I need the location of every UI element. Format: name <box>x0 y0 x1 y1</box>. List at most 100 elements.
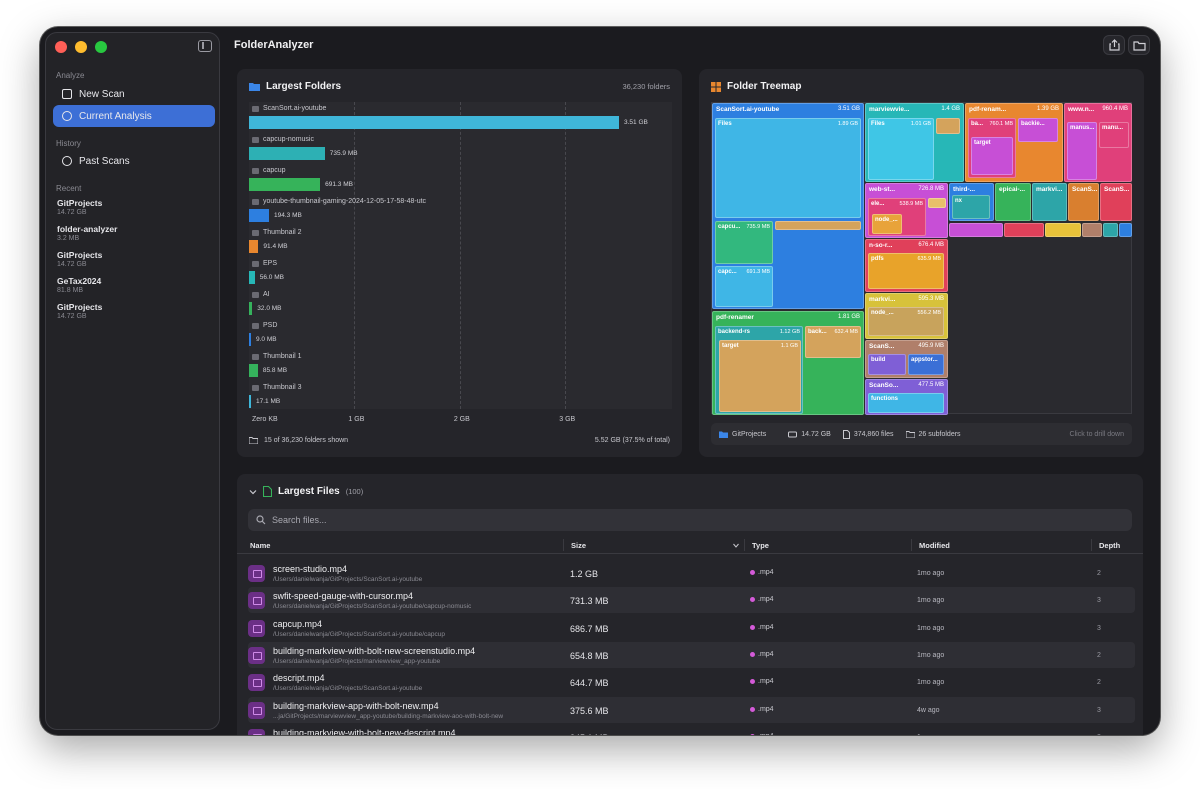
search-files-field[interactable]: Search files... <box>248 509 1132 531</box>
sidebar-item-current-analysis[interactable]: Current Analysis <box>53 105 215 127</box>
treemap-tile-nx[interactable]: nx <box>952 195 990 219</box>
treemap-tile-scansort[interactable]: ScanSort.ai-youtube 3.51 GB Files 1.89 GB … <box>712 103 864 309</box>
chevron-down-icon[interactable] <box>249 489 257 495</box>
treemap-tile-mfiles[interactable]: Files 1.01 GB <box>868 118 934 180</box>
zoom-button[interactable] <box>95 41 107 53</box>
treemap-tile-appstor[interactable]: appstor... <box>908 354 944 375</box>
treemap-tile-nsor[interactable]: n-so-r... 676.4 MB pdfs 635.9 MB <box>865 239 948 292</box>
treemap-tile-backie[interactable]: backie... <box>1018 118 1058 142</box>
bar[interactable] <box>249 240 259 253</box>
largest-files-header[interactable]: Largest Files (100) <box>249 486 363 497</box>
table-row[interactable]: building-markview-with-bolt-new-descript… <box>248 724 1135 735</box>
table-row[interactable]: swfit-speed-gauge-with-cursor.mp4/Users/… <box>248 587 1135 614</box>
file-modified: 1mo ago <box>917 597 945 605</box>
treemap-tile-small[interactable] <box>1004 223 1044 237</box>
treemap-tile-small[interactable] <box>1082 223 1102 237</box>
column-size[interactable]: Size <box>571 541 587 550</box>
sort-descending-icon[interactable] <box>733 543 739 548</box>
sidebar-item-past-scans[interactable]: Past Scans <box>53 150 215 172</box>
treemap-tile-small[interactable] <box>936 118 960 134</box>
column-type[interactable]: Type <box>752 541 769 550</box>
treemap-tile-scans4[interactable]: ScanSo... 477.5 MB functions <box>865 379 948 415</box>
treemap-tile-backend[interactable]: backend-rs 1.12 GB target 1.1 GB <box>715 326 803 414</box>
open-folder-button[interactable] <box>1128 35 1150 55</box>
sidebar-toggle-icon[interactable] <box>198 40 212 52</box>
treemap-tile-scansi2[interactable]: ScanS... <box>1100 183 1132 221</box>
treemap-tile-markvi2[interactable]: markvi... 595.3 MB node_... 556.2 MB <box>865 293 948 339</box>
treemap-tile-epicai[interactable]: epicai-... <box>995 183 1031 221</box>
treemap-tile-small[interactable] <box>949 223 1003 237</box>
treemap-tile-small[interactable] <box>1045 223 1081 237</box>
column-divider[interactable] <box>744 539 745 551</box>
treemap-tile-capcu1[interactable]: capcu... 735.9 MB <box>715 221 773 264</box>
treemap-tile-backe2[interactable]: back... 632.4 MB <box>805 326 861 358</box>
treemap-tile-pdfs[interactable]: pdfs 635.9 MB <box>868 253 944 289</box>
treemap-tile-markvi[interactable]: markvi... <box>1032 183 1067 221</box>
recent-item[interactable]: GitProjects 14.72 GB <box>57 250 102 268</box>
close-button[interactable] <box>55 41 67 53</box>
treemap-tile-manu2[interactable]: manu... <box>1099 122 1129 148</box>
column-depth[interactable]: Depth <box>1099 541 1121 550</box>
treemap-tile-manus[interactable]: manus... <box>1067 122 1097 180</box>
table-row[interactable]: building-markview-with-bolt-new-screenst… <box>248 641 1135 668</box>
table-row[interactable]: capcup.mp4/Users/danielwanja/GitProjects… <box>248 615 1135 641</box>
treemap-tile-target2[interactable]: target <box>971 137 1013 175</box>
bar[interactable] <box>249 271 255 284</box>
app-title: FolderAnalyzer <box>234 39 314 51</box>
column-divider[interactable] <box>1091 539 1092 551</box>
bar[interactable] <box>249 302 253 315</box>
treemap-tile-functions[interactable]: functions <box>868 393 944 413</box>
treemap-tile-node2[interactable]: node_... 556.2 MB <box>868 307 944 336</box>
treemap-tile-scansi[interactable]: ScanS... <box>1068 183 1099 221</box>
bar[interactable] <box>249 178 321 191</box>
bar[interactable] <box>249 147 325 160</box>
treemap-tile-webst[interactable]: web-st... 726.8 MB ele... 538.9 MB node_..… <box>865 183 948 238</box>
treemap-tile-node[interactable]: node_... <box>872 214 902 234</box>
share-button[interactable] <box>1103 35 1125 55</box>
bar[interactable] <box>249 209 269 222</box>
file-size: 644.7 MB <box>570 678 609 689</box>
bar[interactable] <box>249 395 251 408</box>
treemap-tile-marview[interactable]: marviewvie... 1.4 GB Files 1.01 GB <box>865 103 964 182</box>
treemap-tile-files[interactable]: Files 1.89 GB <box>715 118 861 218</box>
file-size: 686.7 MB <box>570 623 609 634</box>
recent-item[interactable]: folder-analyzer 3.2 MB <box>57 224 117 242</box>
recent-item[interactable]: GitProjects 14.72 GB <box>57 198 102 216</box>
treemap-tile-small[interactable] <box>1119 223 1132 237</box>
column-modified[interactable]: Modified <box>919 541 950 550</box>
column-name[interactable]: Name <box>250 541 271 550</box>
table-row[interactable]: descript.mp4/Users/danielwanja/GitProjec… <box>248 669 1135 695</box>
treemap-tile-www[interactable]: www.n... 960.4 MB manus... manu... <box>1064 103 1132 182</box>
table-row[interactable]: building-markview-app-with-bolt-new.mp4.… <box>248 696 1135 723</box>
table-row[interactable]: screen-studio.mp4/Users/danielwanja/GitP… <box>248 560 1135 586</box>
treemap-tile-scans3[interactable]: ScanS... 495.9 MB build appstor... <box>865 340 948 378</box>
treemap-tile-capcu2[interactable]: capc... 691.3 MB <box>715 266 773 307</box>
treemap-tile-target[interactable]: target 1.1 GB <box>719 340 801 412</box>
treemap-tile-ele[interactable]: ele... 538.9 MB node_... <box>868 198 926 236</box>
treemap-tile-pdf-renam2[interactable]: pdf-renam... 1.39 GB ba... 760.1 MB target… <box>965 103 1063 182</box>
treemap-tile-small[interactable] <box>1103 223 1118 237</box>
bar[interactable] <box>249 364 258 377</box>
column-divider[interactable] <box>563 539 564 551</box>
minimize-button[interactable] <box>75 41 87 53</box>
treemap-tile-build[interactable]: build <box>868 354 906 375</box>
bar[interactable] <box>249 333 251 346</box>
treemap-tile-ba[interactable]: ba... 760.1 MB target <box>968 118 1016 178</box>
file-name: descript.mp4 <box>273 673 325 684</box>
treemap-tile-third[interactable]: third-... nx <box>949 183 994 221</box>
file-path: /Users/danielwanja/GitProjects/ScanSort.… <box>273 685 423 693</box>
treemap-tile-pdf-renamer[interactable]: pdf-renamer 1.81 GB backend-rs 1.12 GB tar… <box>712 311 864 415</box>
recent-item[interactable]: GeTax2024 81.8 MB <box>57 276 101 294</box>
treemap-tile-small[interactable] <box>928 198 946 208</box>
category-text: youtube-thumbnail-gaming-2024-12-05-17-5… <box>263 198 427 205</box>
bar[interactable] <box>249 116 619 129</box>
search-placeholder: Search files... <box>272 515 327 525</box>
sidebar-item-new-scan[interactable]: New Scan <box>53 83 215 105</box>
tile-label: build <box>871 357 886 363</box>
treemap-tile-small[interactable] <box>775 221 861 230</box>
tile-label: backie... <box>1021 121 1045 127</box>
gridline <box>459 102 461 409</box>
column-divider[interactable] <box>911 539 912 551</box>
recent-item[interactable]: GitProjects 14.72 GB <box>57 302 102 320</box>
video-file-icon <box>248 592 265 610</box>
